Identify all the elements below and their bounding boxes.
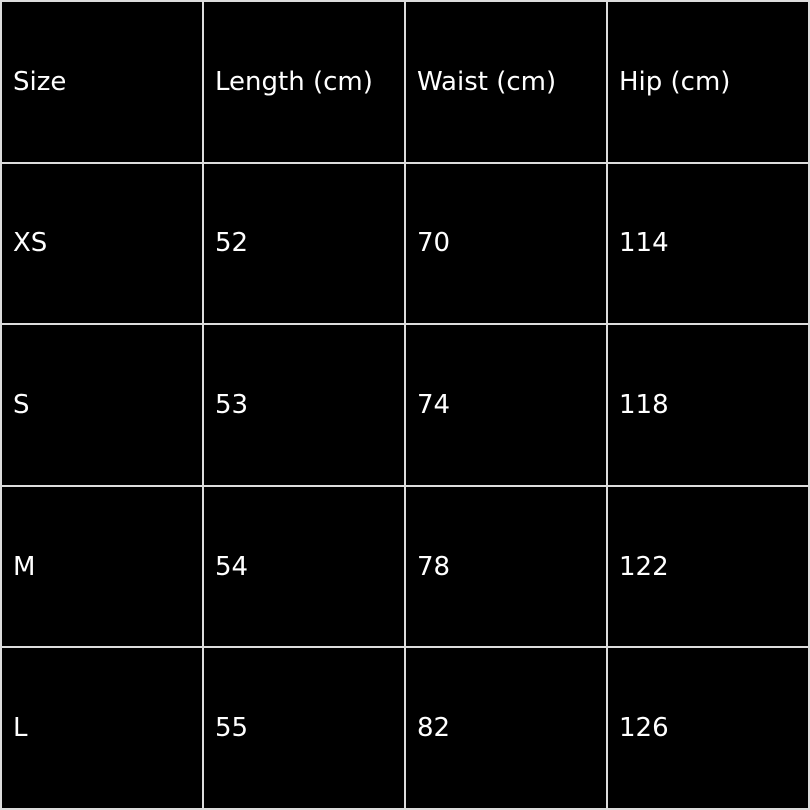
column-header: Waist (cm) xyxy=(404,0,608,164)
table-cell: 114 xyxy=(606,161,810,326)
table-cell: S xyxy=(0,323,204,487)
header-row: Size Length (cm) Waist (cm) Hip (cm) xyxy=(0,0,810,164)
table-row: S 53 74 118 xyxy=(0,323,810,487)
table-row: M 54 78 122 xyxy=(0,484,810,649)
column-header: Size xyxy=(0,0,204,164)
table-cell: 78 xyxy=(404,484,608,649)
table-cell: XS xyxy=(0,161,204,326)
table-cell: 54 xyxy=(202,484,406,649)
table-cell: L xyxy=(0,646,204,810)
table-cell: 74 xyxy=(404,323,608,487)
table-cell: 126 xyxy=(606,646,810,810)
table-cell: 122 xyxy=(606,484,810,649)
table-row: L 55 82 126 xyxy=(0,646,810,810)
table-cell: 52 xyxy=(202,161,406,326)
table-row: XS 52 70 114 xyxy=(0,161,810,326)
column-header: Hip (cm) xyxy=(606,0,810,164)
table-cell: 82 xyxy=(404,646,608,810)
table-cell: 53 xyxy=(202,323,406,487)
table-cell: M xyxy=(0,484,204,649)
table-cell: 118 xyxy=(606,323,810,487)
table-cell: 55 xyxy=(202,646,406,810)
table-cell: 70 xyxy=(404,161,608,326)
column-header: Length (cm) xyxy=(202,0,406,164)
